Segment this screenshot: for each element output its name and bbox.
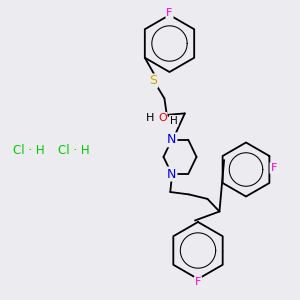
Text: Cl · H: Cl · H (13, 143, 44, 157)
Text: O: O (158, 113, 167, 123)
Text: N: N (167, 133, 176, 146)
Text: Cl · H: Cl · H (58, 143, 89, 157)
Text: H: H (170, 116, 178, 126)
Text: F: F (166, 8, 173, 18)
Text: N: N (167, 167, 176, 181)
Text: S: S (149, 74, 157, 88)
Text: H: H (146, 113, 154, 123)
Text: F: F (195, 277, 201, 287)
Text: F: F (270, 163, 277, 173)
